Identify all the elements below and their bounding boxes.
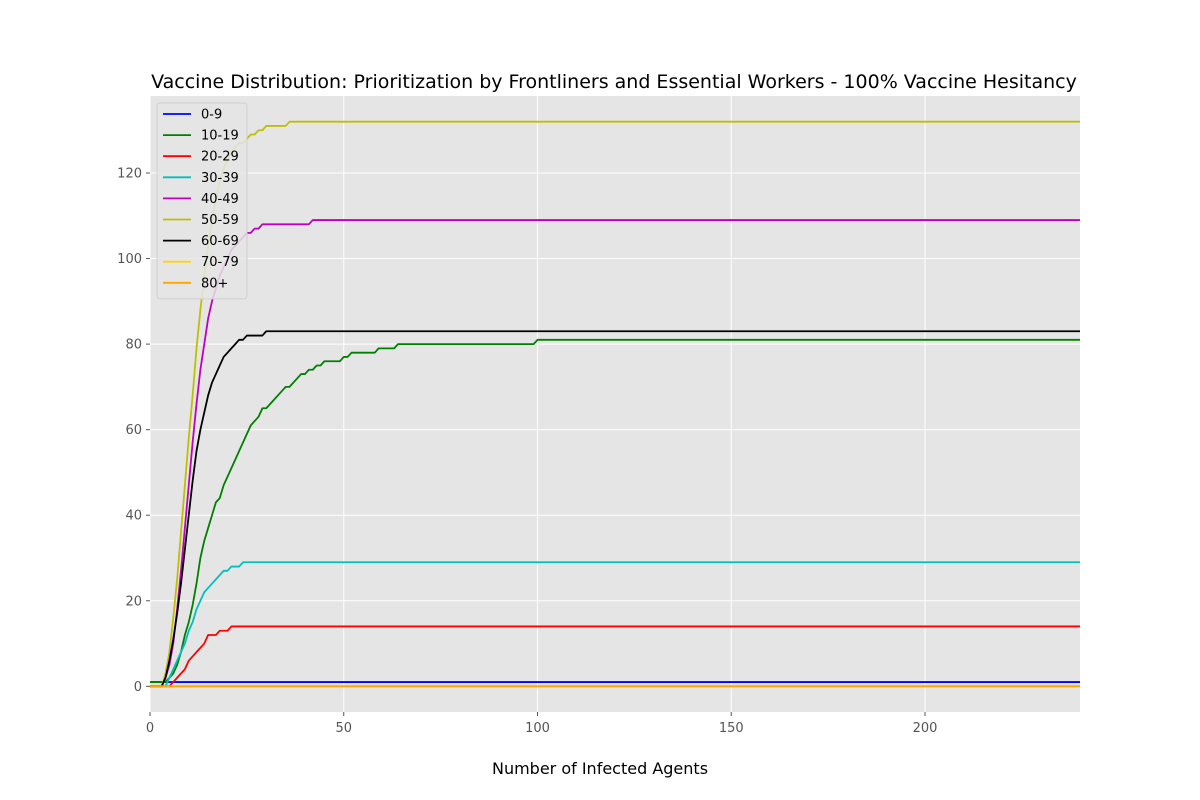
x-tick-labels: 0 50 100 150 200 <box>146 712 938 736</box>
legend-label: 30-39 <box>201 171 239 186</box>
series-line-30-39 <box>150 561 1080 688</box>
series-line-60-69 <box>150 330 1080 688</box>
y-tick-label: 20 <box>125 594 142 609</box>
y-tick-label: 40 <box>125 509 142 524</box>
chart-title: Vaccine Distribution: Prioritization by … <box>151 71 1077 93</box>
legend-label: 10-19 <box>201 129 239 144</box>
y-tick-label: 0 <box>134 680 142 695</box>
plot-area <box>150 96 1080 712</box>
x-axis-label: Number of Infected Agents <box>492 759 708 778</box>
x-tick-label: 150 <box>719 721 744 736</box>
legend: 0-9 10-19 20-29 30-39 40-49 50-59 60-69 70-79 80… <box>156 102 248 300</box>
x-tick-label: 0 <box>146 721 154 736</box>
legend-label: 20-29 <box>201 150 239 165</box>
x-tick-label: 50 <box>335 721 352 736</box>
x-tick-label: 200 <box>913 721 938 736</box>
y-tick-label: 100 <box>117 252 142 267</box>
x-tick-label: 100 <box>525 721 550 736</box>
y-tick-label: 120 <box>117 167 142 182</box>
legend-label: 80+ <box>201 276 228 291</box>
series-line-10-19 <box>150 338 1080 683</box>
y-tick-labels: 0 20 40 60 80 100 120 <box>117 167 150 695</box>
legend-label: 50-59 <box>201 213 239 228</box>
y-tick-label: 80 <box>125 338 142 353</box>
legend-label: 70-79 <box>201 255 239 270</box>
legend-label: 0-9 <box>201 108 222 123</box>
y-tick-label: 60 <box>125 423 142 438</box>
legend-label: 40-49 <box>201 192 239 207</box>
legend-box <box>156 102 248 300</box>
legend-label: 60-69 <box>201 234 239 249</box>
series-line-20-29 <box>150 625 1080 688</box>
